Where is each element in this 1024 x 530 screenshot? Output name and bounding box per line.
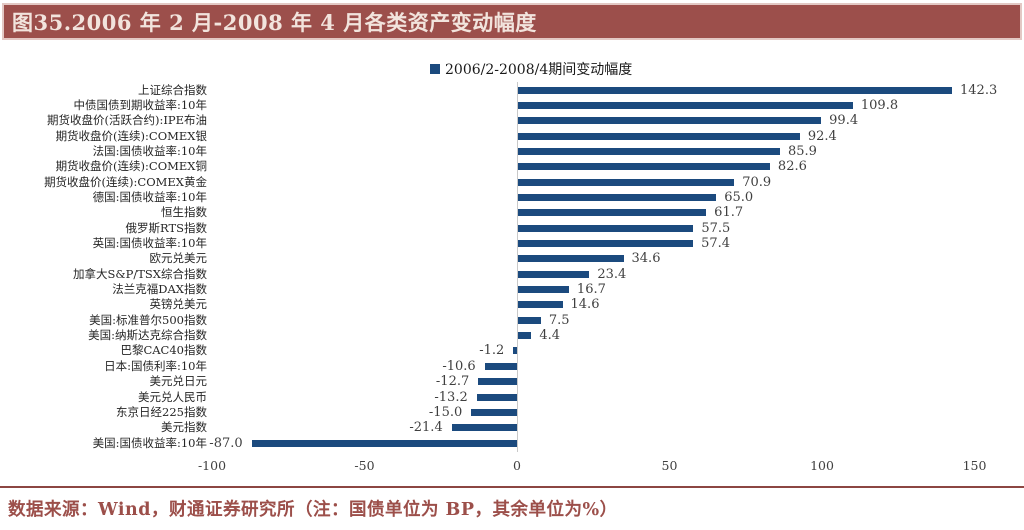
value-label: 99.4 <box>829 113 859 129</box>
bar <box>476 393 517 401</box>
category-label: 期货收盘价(连续):COMEX银 <box>55 128 207 143</box>
x-axis-tick-label: 100 <box>810 458 834 473</box>
category-label: 中债国债到期收益率:10年 <box>73 97 207 112</box>
category-label: 日本:国债利率:10年 <box>104 358 207 373</box>
bar <box>518 301 563 309</box>
value-label: -21.4 <box>409 420 443 436</box>
value-label: 57.4 <box>701 236 731 251</box>
figure-title: 图35.2006 年 2 月-2008 年 4 月各类资产变动幅度 <box>12 9 537 35</box>
bar <box>518 286 569 294</box>
bar <box>518 147 780 155</box>
bar <box>478 378 517 386</box>
value-label: 16.7 <box>576 282 606 298</box>
x-axis-tick-label: -100 <box>197 458 227 473</box>
bar <box>518 178 735 186</box>
bar <box>518 240 694 247</box>
bar <box>518 255 624 263</box>
category-label: 东京日经225指数 <box>116 404 207 419</box>
bar <box>518 101 853 109</box>
category-label: 英国:国债收益率:10年 <box>92 236 207 250</box>
bar <box>518 270 590 278</box>
figure-title-bar: 图35.2006 年 2 月-2008 年 4 月各类资产变动幅度 <box>2 3 1022 40</box>
category-label: 法国:国债收益率:10年 <box>92 143 207 158</box>
value-label: 14.6 <box>570 297 600 313</box>
x-axis-tick-label: -50 <box>354 458 375 473</box>
data-source-note: 数据来源：Wind，财通证券研究所（注：国债单位为 BP，其余单位为%） <box>8 500 618 520</box>
category-label: 美元兑人民币 <box>138 389 207 404</box>
value-label: 82.6 <box>777 159 807 175</box>
category-label: 英镑兑美元 <box>149 297 208 312</box>
bar <box>518 163 770 171</box>
bar <box>518 132 800 140</box>
value-label: 85.9 <box>787 143 817 159</box>
bar <box>518 209 707 217</box>
bar <box>518 86 952 94</box>
bar <box>251 439 517 447</box>
value-label: -1.2 <box>479 343 505 359</box>
legend-label: 2006/2-2008/4期间变动幅度 <box>445 62 633 78</box>
category-label: 欧元兑美元 <box>149 251 208 266</box>
category-label: 美元指数 <box>161 420 207 435</box>
category-label: 美国:标准普尔500指数 <box>89 312 207 327</box>
category-label: 法兰克福DAX指数 <box>112 282 207 297</box>
category-label: 美元兑日元 <box>149 374 208 389</box>
category-label: 恒生指数 <box>161 205 207 220</box>
bar <box>513 347 517 355</box>
bar <box>518 224 694 232</box>
value-label: 34.6 <box>631 251 661 267</box>
category-label: 巴黎CAC40指数 <box>120 343 207 358</box>
bar <box>518 193 717 201</box>
value-label: -13.2 <box>434 389 468 405</box>
value-label: 61.7 <box>714 205 744 221</box>
value-label: 142.3 <box>960 82 998 98</box>
category-label: 期货收盘价(连续):COMEX黄金 <box>44 174 207 189</box>
value-label: 4.4 <box>539 328 561 344</box>
value-label: 65.0 <box>724 189 754 205</box>
chart-legend: 2006/2-2008/4期间变动幅度 <box>430 60 632 78</box>
bar <box>518 316 541 324</box>
x-axis-tick-label: 0 <box>513 458 521 473</box>
bar <box>451 424 517 432</box>
category-label: 美国:纳斯达克综合指数 <box>88 328 207 343</box>
bar <box>518 117 822 125</box>
value-label: 57.5 <box>701 220 731 236</box>
value-label: 7.5 <box>548 312 570 328</box>
x-axis-tick-label: 50 <box>661 458 678 473</box>
value-label: -12.7 <box>435 374 470 390</box>
value-label: -15.0 <box>428 404 463 420</box>
value-label: 70.9 <box>742 174 772 190</box>
legend-swatch-icon <box>430 64 440 74</box>
bar-chart-plot-area: 上证综合指数 142.3 中债国债到期收益率:10年 109.8 期货收盘价(活跃合约)… <box>0 82 1024 473</box>
bar <box>518 332 532 340</box>
category-label: 上证综合指数 <box>138 82 207 97</box>
value-label: 23.4 <box>597 266 627 282</box>
value-label: -10.6 <box>442 358 476 374</box>
value-label: 92.4 <box>807 128 837 144</box>
bar <box>484 362 517 370</box>
category-label: 美国:国债收益率:10年 <box>92 435 207 450</box>
category-label: 俄罗斯RTS指数 <box>125 220 207 235</box>
value-label: 109.8 <box>860 97 899 113</box>
bar <box>471 408 517 416</box>
footer-divider <box>0 486 1024 488</box>
category-label: 加拿大S&P/TSX综合指数 <box>73 266 207 281</box>
category-label: 期货收盘价(活跃合约):IPE布油 <box>46 113 207 128</box>
category-label: 德国:国债收益率:10年 <box>92 189 207 204</box>
zero-axis-line <box>517 82 518 452</box>
category-label: 期货收盘价(连续):COMEX铜 <box>55 159 207 174</box>
x-axis-tick-label: 150 <box>962 458 987 473</box>
value-label: -87.0 <box>209 435 243 451</box>
